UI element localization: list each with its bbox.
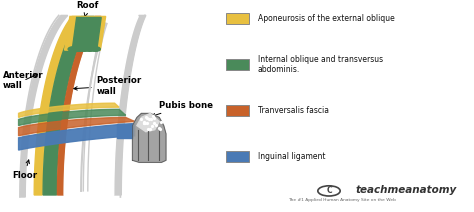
Polygon shape <box>25 15 144 195</box>
Polygon shape <box>34 16 80 195</box>
Text: Inguinal ligament: Inguinal ligament <box>257 152 325 161</box>
Text: The #1 Applied Human Anatomy Site on the Web: The #1 Applied Human Anatomy Site on the… <box>289 198 396 202</box>
Polygon shape <box>64 16 106 50</box>
Circle shape <box>74 47 83 51</box>
Polygon shape <box>21 15 68 197</box>
Text: Posterior
wall: Posterior wall <box>74 76 142 96</box>
Bar <box>226 59 249 70</box>
Polygon shape <box>117 124 132 138</box>
Polygon shape <box>137 113 159 132</box>
Circle shape <box>79 47 89 51</box>
Polygon shape <box>18 117 135 136</box>
Text: Pubis bone: Pubis bone <box>152 101 213 117</box>
Polygon shape <box>57 16 101 195</box>
Polygon shape <box>43 16 94 195</box>
Polygon shape <box>72 17 101 50</box>
Text: C: C <box>326 186 332 195</box>
Circle shape <box>68 47 78 51</box>
Polygon shape <box>18 109 126 126</box>
Text: Floor: Floor <box>12 160 37 180</box>
Bar <box>226 13 249 24</box>
Circle shape <box>91 47 100 51</box>
Polygon shape <box>18 103 119 117</box>
Polygon shape <box>64 16 138 195</box>
Text: Internal oblique and transversus
abdominis.: Internal oblique and transversus abdomin… <box>257 55 383 74</box>
Polygon shape <box>115 15 146 195</box>
Text: Anterior
wall: Anterior wall <box>3 71 44 90</box>
Text: Roof: Roof <box>77 1 99 17</box>
Bar <box>226 151 249 162</box>
Text: Tranversalis fascia: Tranversalis fascia <box>257 106 328 115</box>
Polygon shape <box>132 113 166 162</box>
Polygon shape <box>18 124 135 150</box>
Bar <box>226 105 249 116</box>
Circle shape <box>85 47 95 51</box>
Text: Aponeurosis of the external oblique: Aponeurosis of the external oblique <box>257 14 394 23</box>
Text: teachmeanatomy: teachmeanatomy <box>356 185 457 195</box>
